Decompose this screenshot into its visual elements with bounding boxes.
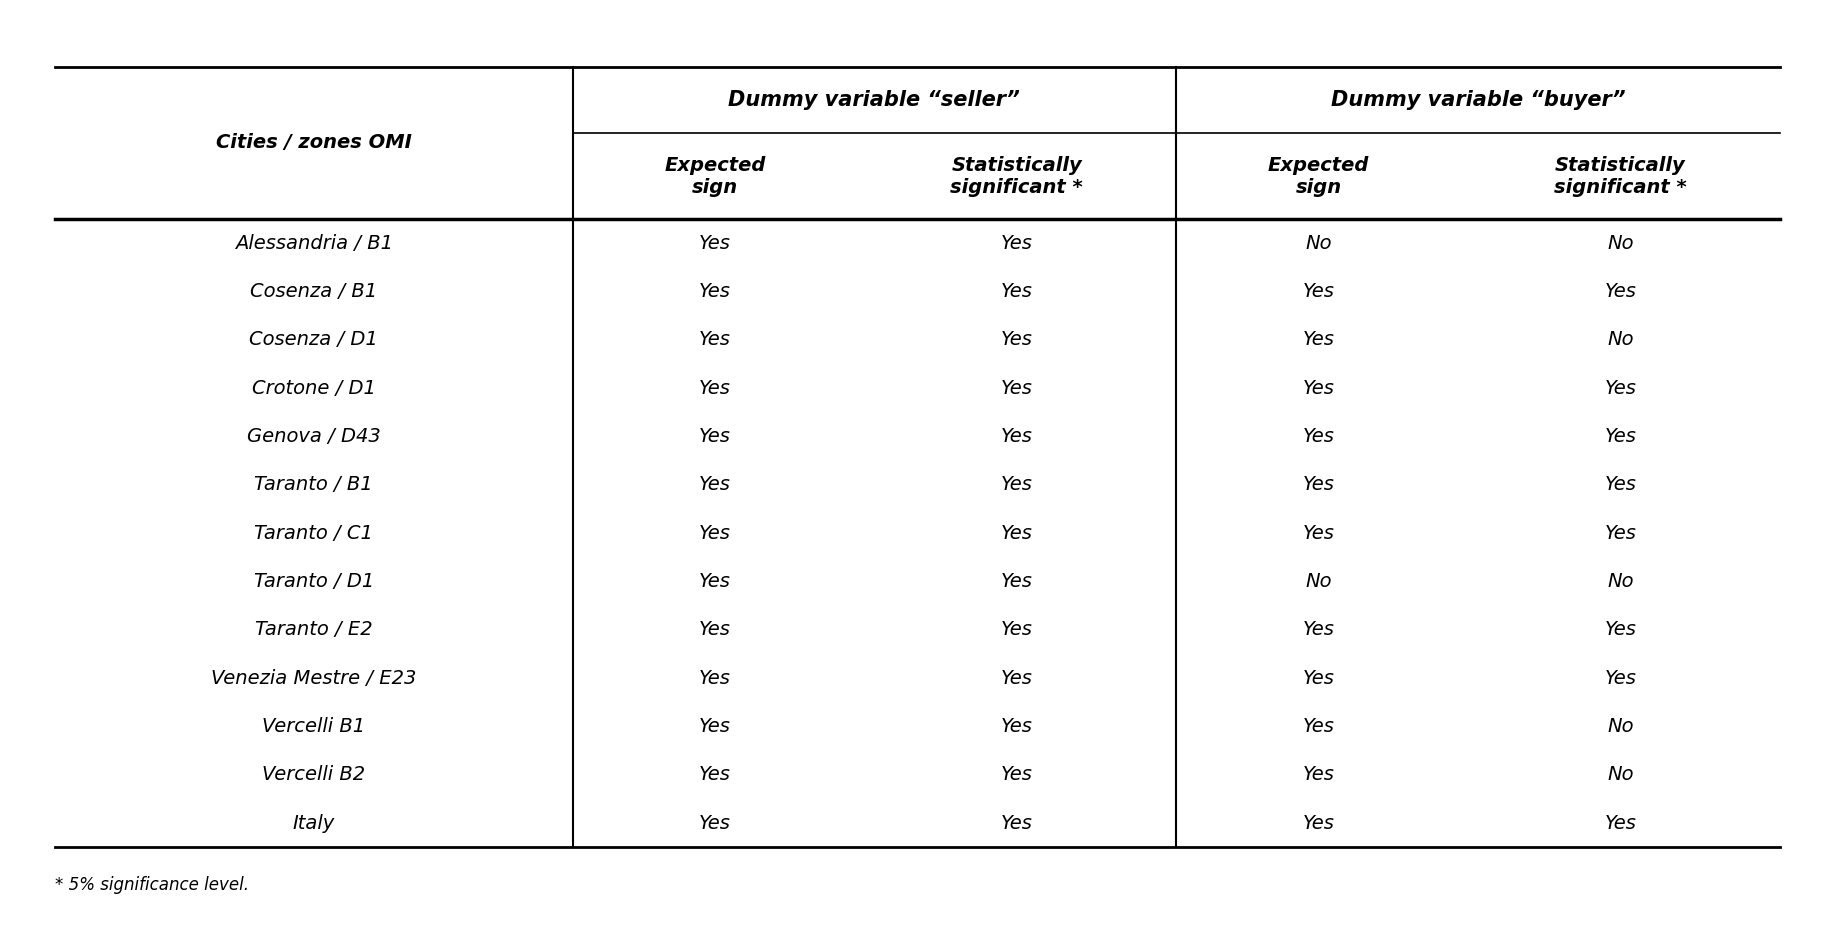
Text: Yes: Yes [1604,282,1637,301]
Text: Yes: Yes [1000,524,1033,543]
Text: Taranto / B1: Taranto / B1 [255,475,373,494]
Text: Yes: Yes [699,668,730,687]
Text: Yes: Yes [1000,233,1033,252]
Text: Cosenza / B1: Cosenza / B1 [250,282,378,301]
Text: Yes: Yes [1000,814,1033,833]
Text: Yes: Yes [1303,524,1334,543]
Text: * 5% significance level.: * 5% significance level. [55,876,250,894]
Text: Yes: Yes [699,572,730,591]
Text: Italy: Italy [292,814,336,833]
Text: No: No [1607,233,1633,252]
Text: Yes: Yes [699,765,730,784]
Text: Yes: Yes [1303,426,1334,446]
Text: Yes: Yes [1303,330,1334,349]
Text: Venezia Mestre / E23: Venezia Mestre / E23 [211,668,417,687]
Text: Yes: Yes [1303,475,1334,494]
Text: Yes: Yes [1303,765,1334,784]
Text: Yes: Yes [1604,668,1637,687]
Text: Yes: Yes [699,282,730,301]
Text: Yes: Yes [699,379,730,398]
Text: Taranto / C1: Taranto / C1 [255,524,373,543]
Text: Yes: Yes [699,717,730,736]
Text: Statistically
significant *: Statistically significant * [951,155,1083,197]
Text: Vercelli B2: Vercelli B2 [262,765,365,784]
Text: Yes: Yes [1000,765,1033,784]
Text: Yes: Yes [1604,524,1637,543]
Text: Yes: Yes [1000,621,1033,640]
Text: Taranto / E2: Taranto / E2 [255,621,373,640]
Text: Yes: Yes [1303,814,1334,833]
Text: Yes: Yes [699,524,730,543]
Text: Statistically
significant *: Statistically significant * [1554,155,1686,197]
Text: No: No [1607,765,1633,784]
Text: Yes: Yes [1303,717,1334,736]
Text: Yes: Yes [1000,379,1033,398]
Text: No: No [1305,572,1332,591]
Text: No: No [1607,330,1633,349]
Text: Crotone / D1: Crotone / D1 [251,379,376,398]
Text: Yes: Yes [1303,282,1334,301]
Text: Yes: Yes [1604,426,1637,446]
Text: Yes: Yes [699,233,730,252]
Text: Yes: Yes [1604,379,1637,398]
Text: No: No [1607,717,1633,736]
Text: Yes: Yes [1000,330,1033,349]
Text: Yes: Yes [1000,475,1033,494]
Text: Yes: Yes [1303,379,1334,398]
Text: No: No [1305,233,1332,252]
Text: Cosenza / D1: Cosenza / D1 [250,330,378,349]
Text: Yes: Yes [699,621,730,640]
Text: No: No [1607,572,1633,591]
Text: Dummy variable “buyer”: Dummy variable “buyer” [1330,89,1626,110]
Text: Yes: Yes [1303,668,1334,687]
Text: Yes: Yes [1000,717,1033,736]
Text: Yes: Yes [1000,668,1033,687]
Text: Yes: Yes [699,330,730,349]
Text: Vercelli B1: Vercelli B1 [262,717,365,736]
Text: Taranto / D1: Taranto / D1 [253,572,374,591]
Text: Yes: Yes [699,475,730,494]
Text: Yes: Yes [1303,621,1334,640]
Text: Alessandria / B1: Alessandria / B1 [235,233,393,252]
Text: Yes: Yes [1000,572,1033,591]
Text: Dummy variable “seller”: Dummy variable “seller” [728,89,1020,110]
Text: Yes: Yes [1604,621,1637,640]
Text: Expected
sign: Expected sign [1268,155,1369,197]
Text: Yes: Yes [1604,475,1637,494]
Text: Yes: Yes [1604,814,1637,833]
Text: Yes: Yes [1000,426,1033,446]
Text: Yes: Yes [699,814,730,833]
Text: Yes: Yes [699,426,730,446]
Text: Genova / D43: Genova / D43 [248,426,380,446]
Text: Expected
sign: Expected sign [664,155,765,197]
Text: Yes: Yes [1000,282,1033,301]
Text: Cities / zones OMI: Cities / zones OMI [217,133,411,152]
